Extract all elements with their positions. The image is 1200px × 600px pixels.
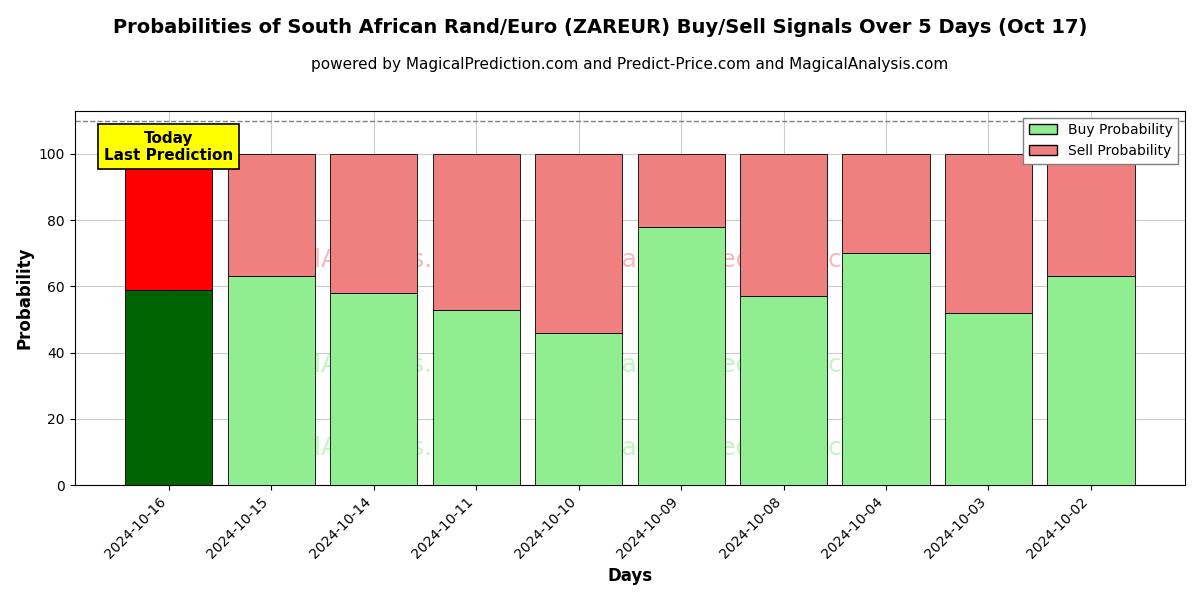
Text: MagicalPrediction.com: MagicalPrediction.com: [600, 436, 882, 460]
Bar: [637, 154, 725, 227]
Text: Today
Last Prediction: Today Last Prediction: [104, 131, 233, 163]
Y-axis label: Probability: Probability: [16, 247, 34, 349]
Bar: [1048, 154, 1134, 277]
Text: calAnalysis.com: calAnalysis.com: [286, 248, 486, 272]
Bar: [740, 154, 827, 296]
Bar: [330, 154, 418, 293]
Text: calAnalysis.com: calAnalysis.com: [286, 353, 486, 377]
Bar: [1048, 277, 1134, 485]
Bar: [535, 333, 622, 485]
Bar: [432, 310, 520, 485]
Bar: [637, 227, 725, 485]
Bar: [535, 154, 622, 333]
Bar: [944, 154, 1032, 313]
Bar: [944, 313, 1032, 485]
Bar: [228, 154, 314, 277]
Text: MagicalPrediction.com: MagicalPrediction.com: [600, 353, 882, 377]
Bar: [125, 154, 212, 290]
Legend: Buy Probability, Sell Probability: Buy Probability, Sell Probability: [1024, 118, 1178, 164]
Bar: [228, 277, 314, 485]
Bar: [125, 290, 212, 485]
Title: powered by MagicalPrediction.com and Predict-Price.com and MagicalAnalysis.com: powered by MagicalPrediction.com and Pre…: [311, 57, 948, 72]
Text: calAnalysis.com: calAnalysis.com: [286, 436, 486, 460]
Text: Probabilities of South African Rand/Euro (ZAREUR) Buy/Sell Signals Over 5 Days (: Probabilities of South African Rand/Euro…: [113, 18, 1087, 37]
X-axis label: Days: Days: [607, 567, 653, 585]
Bar: [842, 154, 930, 253]
Text: MagicalPrediction.com: MagicalPrediction.com: [600, 248, 882, 272]
Bar: [842, 253, 930, 485]
Bar: [432, 154, 520, 310]
Bar: [330, 293, 418, 485]
Bar: [740, 296, 827, 485]
